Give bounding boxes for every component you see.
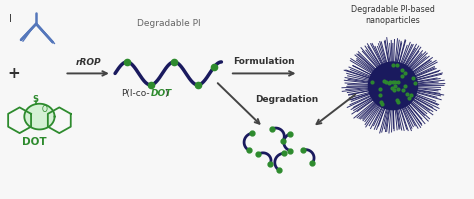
Text: DOT: DOT [22,137,47,147]
Circle shape [368,62,418,110]
Text: ): ) [164,89,168,98]
Text: Degradable PI: Degradable PI [137,19,201,28]
Text: S: S [33,95,39,104]
Text: DOT: DOT [151,89,172,98]
Text: P(I-co-: P(I-co- [121,89,150,98]
Text: Degradable PI-based
nanoparticles: Degradable PI-based nanoparticles [351,5,435,25]
Polygon shape [24,104,55,129]
Text: rROP: rROP [75,58,101,67]
Text: Degradation: Degradation [255,95,318,104]
Text: +: + [8,66,20,81]
Text: O: O [41,105,47,114]
Text: Formulation: Formulation [233,57,295,66]
Text: I: I [9,14,12,24]
